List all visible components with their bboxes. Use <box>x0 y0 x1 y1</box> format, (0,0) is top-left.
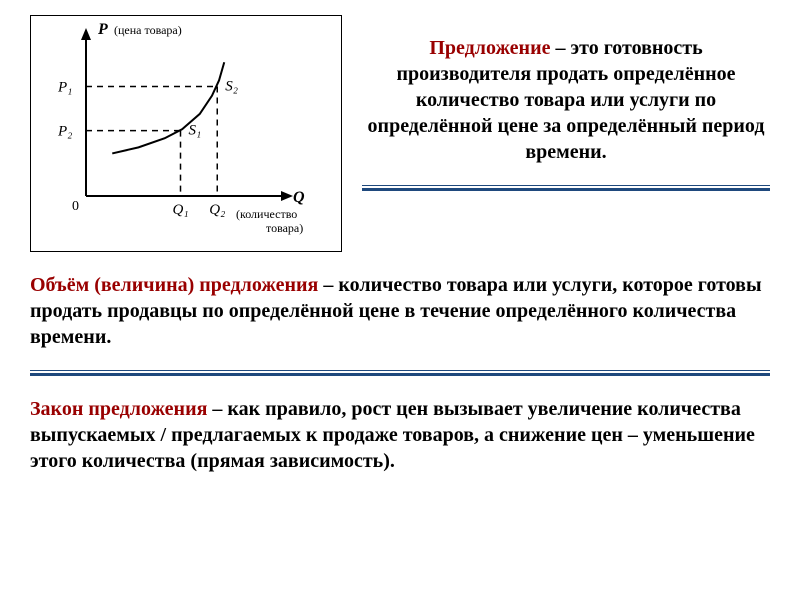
svg-text:(цена товара): (цена товара) <box>114 23 182 37</box>
definition-law: Закон предложения – как правило, рост це… <box>30 396 770 474</box>
svg-text:P₁: P₁ <box>57 80 72 96</box>
svg-text:P₂: P₂ <box>57 124 72 140</box>
divider-1 <box>362 185 770 191</box>
svg-text:(количество: (количество <box>236 207 297 221</box>
supply-chart: P (цена товара) Q(количествотовара) 0 S₁ S₂ P₁… <box>30 15 342 252</box>
term-volume: Объём (величина) предложения <box>30 274 318 296</box>
text-supply: – это готовность производителя продать о… <box>368 37 765 163</box>
definition-supply: Предложение – это готовность производите… <box>362 35 770 165</box>
svg-text:Q₁: Q₁ <box>173 202 189 218</box>
svg-text:Q₂: Q₂ <box>209 202 225 218</box>
svg-text:Q: Q <box>293 189 305 206</box>
divider-2 <box>30 370 770 376</box>
svg-text:товара): товара) <box>266 221 303 235</box>
svg-text:P: P <box>97 21 108 38</box>
term-supply: Предложение <box>429 37 550 59</box>
definition-volume: Объём (величина) предложения – количеств… <box>30 272 770 350</box>
term-law: Закон предложения <box>30 398 207 420</box>
svg-text:S₁: S₁ <box>189 123 202 139</box>
svg-text:S₂: S₂ <box>225 79 238 95</box>
svg-text:0: 0 <box>72 199 79 214</box>
